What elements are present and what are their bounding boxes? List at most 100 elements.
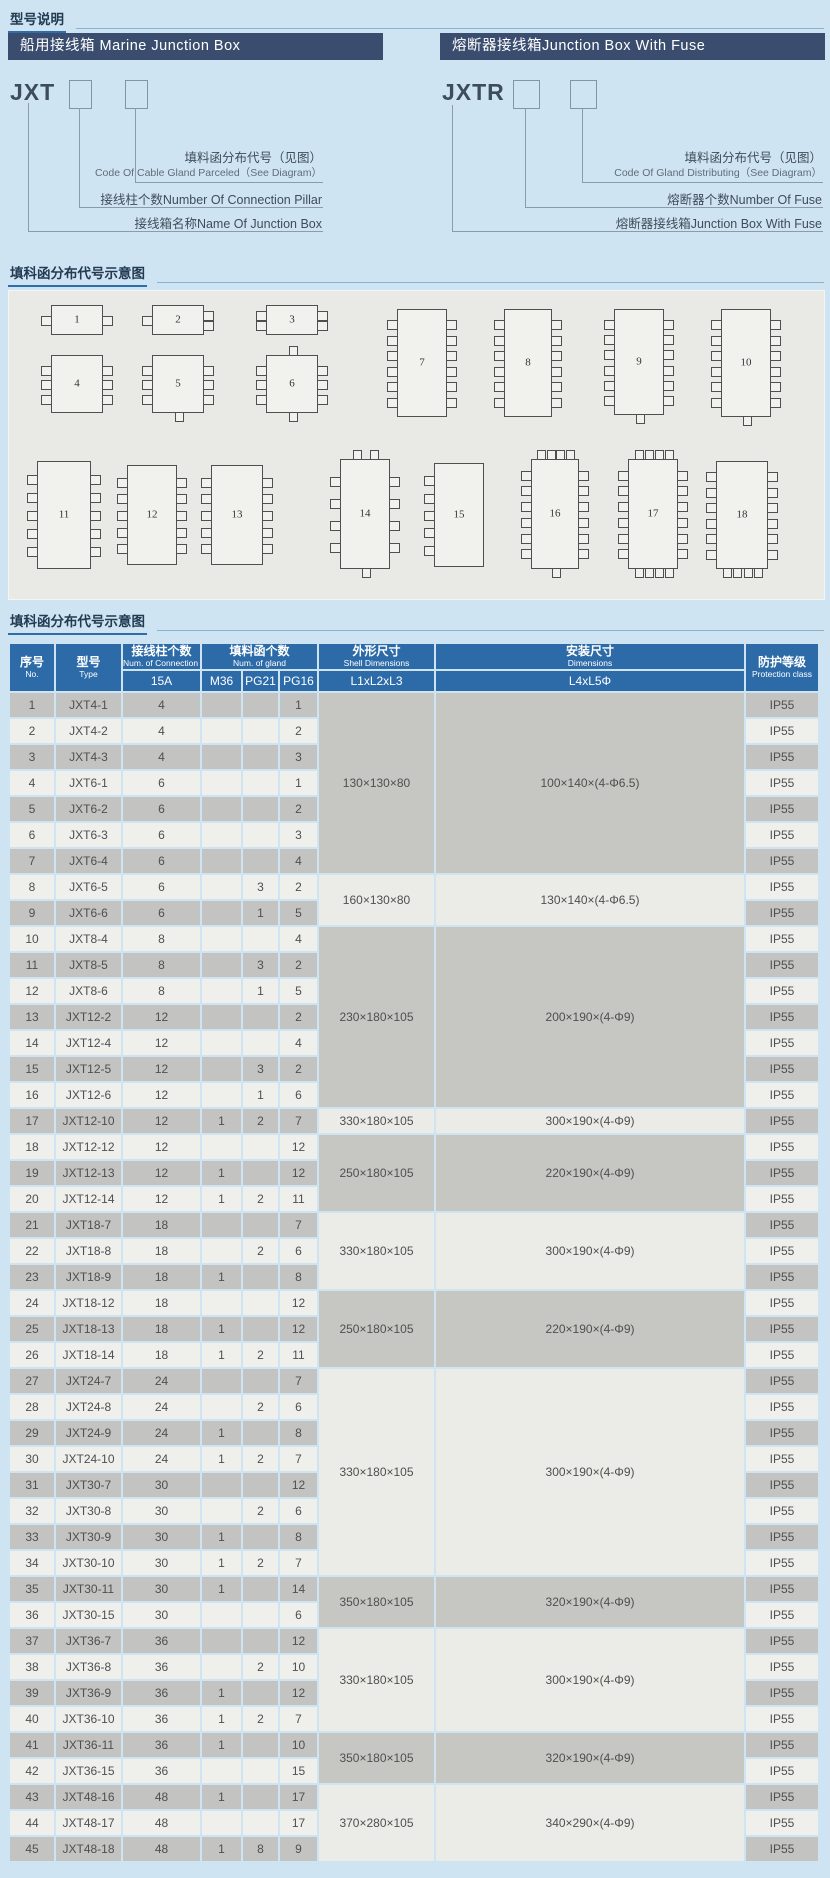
cell-no: 3 [10, 745, 54, 769]
cell-pg16: 2 [280, 953, 317, 977]
gland-tab [663, 380, 674, 391]
gland-tab [604, 350, 615, 361]
gland-tab [330, 499, 341, 509]
cell-15a: 30 [123, 1525, 200, 1549]
gland-tab [41, 380, 52, 390]
cell-no: 15 [10, 1057, 54, 1081]
cell-protection-class: IP55 [746, 1811, 818, 1835]
gland-tab [770, 351, 781, 362]
col-header-gland: 填料函个数 Num. of gland [202, 644, 317, 669]
cell-15a: 4 [123, 719, 200, 743]
gland-tab [203, 365, 214, 376]
cell-protection-class: IP55 [746, 1291, 818, 1315]
cell-pg16: 5 [280, 979, 317, 1003]
gland-tab [90, 493, 101, 503]
cell-pg16: 7 [280, 1369, 317, 1393]
gland-tab [677, 502, 688, 513]
diagram-shape-15: 15 [424, 463, 484, 567]
cell-no: 13 [10, 1005, 54, 1029]
table-row: 9 JXT6-6 6 1 5 IP55 [10, 901, 818, 925]
cell-type: JXT6-2 [56, 797, 121, 821]
cell-pg16: 8 [280, 1525, 317, 1549]
cell-type: JXT12-5 [56, 1057, 121, 1081]
cell-mount-dimensions: 220×190×(4-Φ9) [436, 1291, 744, 1367]
col-header-no: 序号 No. [10, 644, 54, 691]
cell-15a: 6 [123, 823, 200, 847]
gland-tab [174, 412, 184, 422]
cell-no: 29 [10, 1421, 54, 1445]
cell-no: 22 [10, 1239, 54, 1263]
cell-pg21 [243, 1603, 278, 1627]
cell-pg21 [243, 1317, 278, 1341]
cell-pg21 [243, 1629, 278, 1653]
table-row: 26 JXT18-14 18 1 2 11 IP55 [10, 1343, 818, 1367]
gland-tab [176, 494, 187, 505]
col-header-type: 型号 Type [56, 644, 121, 691]
diagram-shape-3: 3 [256, 305, 328, 335]
cell-pg16: 11 [280, 1187, 317, 1211]
cell-15a: 6 [123, 849, 200, 873]
cell-15a: 4 [123, 693, 200, 717]
gland-tab [90, 511, 101, 521]
cell-pg16: 7 [280, 1551, 317, 1575]
gland-tab [494, 366, 505, 377]
gland-tab [551, 382, 562, 393]
cell-15a: 30 [123, 1577, 200, 1601]
gland-tab [142, 394, 153, 405]
gland-tab [677, 533, 688, 544]
cell-m36 [202, 1057, 241, 1081]
cell-pg16: 3 [280, 745, 317, 769]
title-rule [157, 630, 824, 631]
cell-m36: 1 [202, 1551, 241, 1575]
gland-tab [663, 365, 674, 376]
cell-shell-dimensions: 350×180×105 [319, 1577, 434, 1627]
cell-protection-class: IP55 [746, 979, 818, 1003]
cell-pg16: 17 [280, 1811, 317, 1835]
cell-no: 26 [10, 1343, 54, 1367]
code-placeholder-box [125, 80, 148, 109]
diagram-shape-number: 14 [359, 507, 371, 520]
cell-mount-dimensions: 300×190×(4-Φ9) [436, 1109, 744, 1133]
cell-no: 45 [10, 1837, 54, 1861]
gland-tab [176, 544, 187, 555]
diagram-shape-8: 8 [494, 309, 562, 417]
col-header-shell: 外形尺寸 Shell Dimensions [319, 644, 434, 669]
cell-m36 [202, 745, 241, 769]
cell-no: 31 [10, 1473, 54, 1497]
col-header-pillar-cn: 接线柱个数 [131, 644, 192, 658]
label-pillar-count: 接线柱个数Number Of Connection Pillar [100, 193, 322, 207]
diagram-shape-13: 13 [201, 465, 273, 565]
cell-type: JXT36-15 [56, 1759, 121, 1783]
gland-tab [521, 517, 532, 528]
cell-15a: 6 [123, 901, 200, 925]
cell-m36: 1 [202, 1577, 241, 1601]
cell-pg21 [243, 1031, 278, 1055]
diagram-shape-number: 2 [175, 313, 181, 326]
cell-15a: 30 [123, 1551, 200, 1575]
gland-tab [711, 397, 722, 408]
code-placeholder-box [69, 80, 92, 109]
gland-tab [361, 568, 371, 578]
gland-tab [635, 414, 645, 424]
cell-shell-dimensions: 250×180×105 [319, 1291, 434, 1367]
cell-15a: 12 [123, 1005, 200, 1029]
gland-tab [521, 533, 532, 544]
cell-pg21: 2 [243, 1655, 278, 1679]
diagram-shape-6: 6 [256, 346, 328, 422]
cell-pg21 [243, 1577, 278, 1601]
gland-tab [711, 366, 722, 377]
cell-pg21 [243, 719, 278, 743]
gland-tab [201, 477, 212, 488]
cell-15a: 48 [123, 1785, 200, 1809]
diagram-shape-number: 16 [549, 507, 561, 520]
cell-pg16: 2 [280, 797, 317, 821]
col-header-pillar-en: Num. of Connection pillar [123, 658, 200, 668]
cell-no: 36 [10, 1603, 54, 1627]
cell-pg21 [243, 1811, 278, 1835]
diagram-shape-number: 1 [74, 313, 80, 326]
cell-protection-class: IP55 [746, 1681, 818, 1705]
table-row: 19 JXT12-13 12 1 12 IP55 [10, 1161, 818, 1185]
cell-m36 [202, 1811, 241, 1835]
table-row: 16 JXT12-6 12 1 6 IP55 [10, 1083, 818, 1107]
gland-tab [551, 568, 561, 578]
